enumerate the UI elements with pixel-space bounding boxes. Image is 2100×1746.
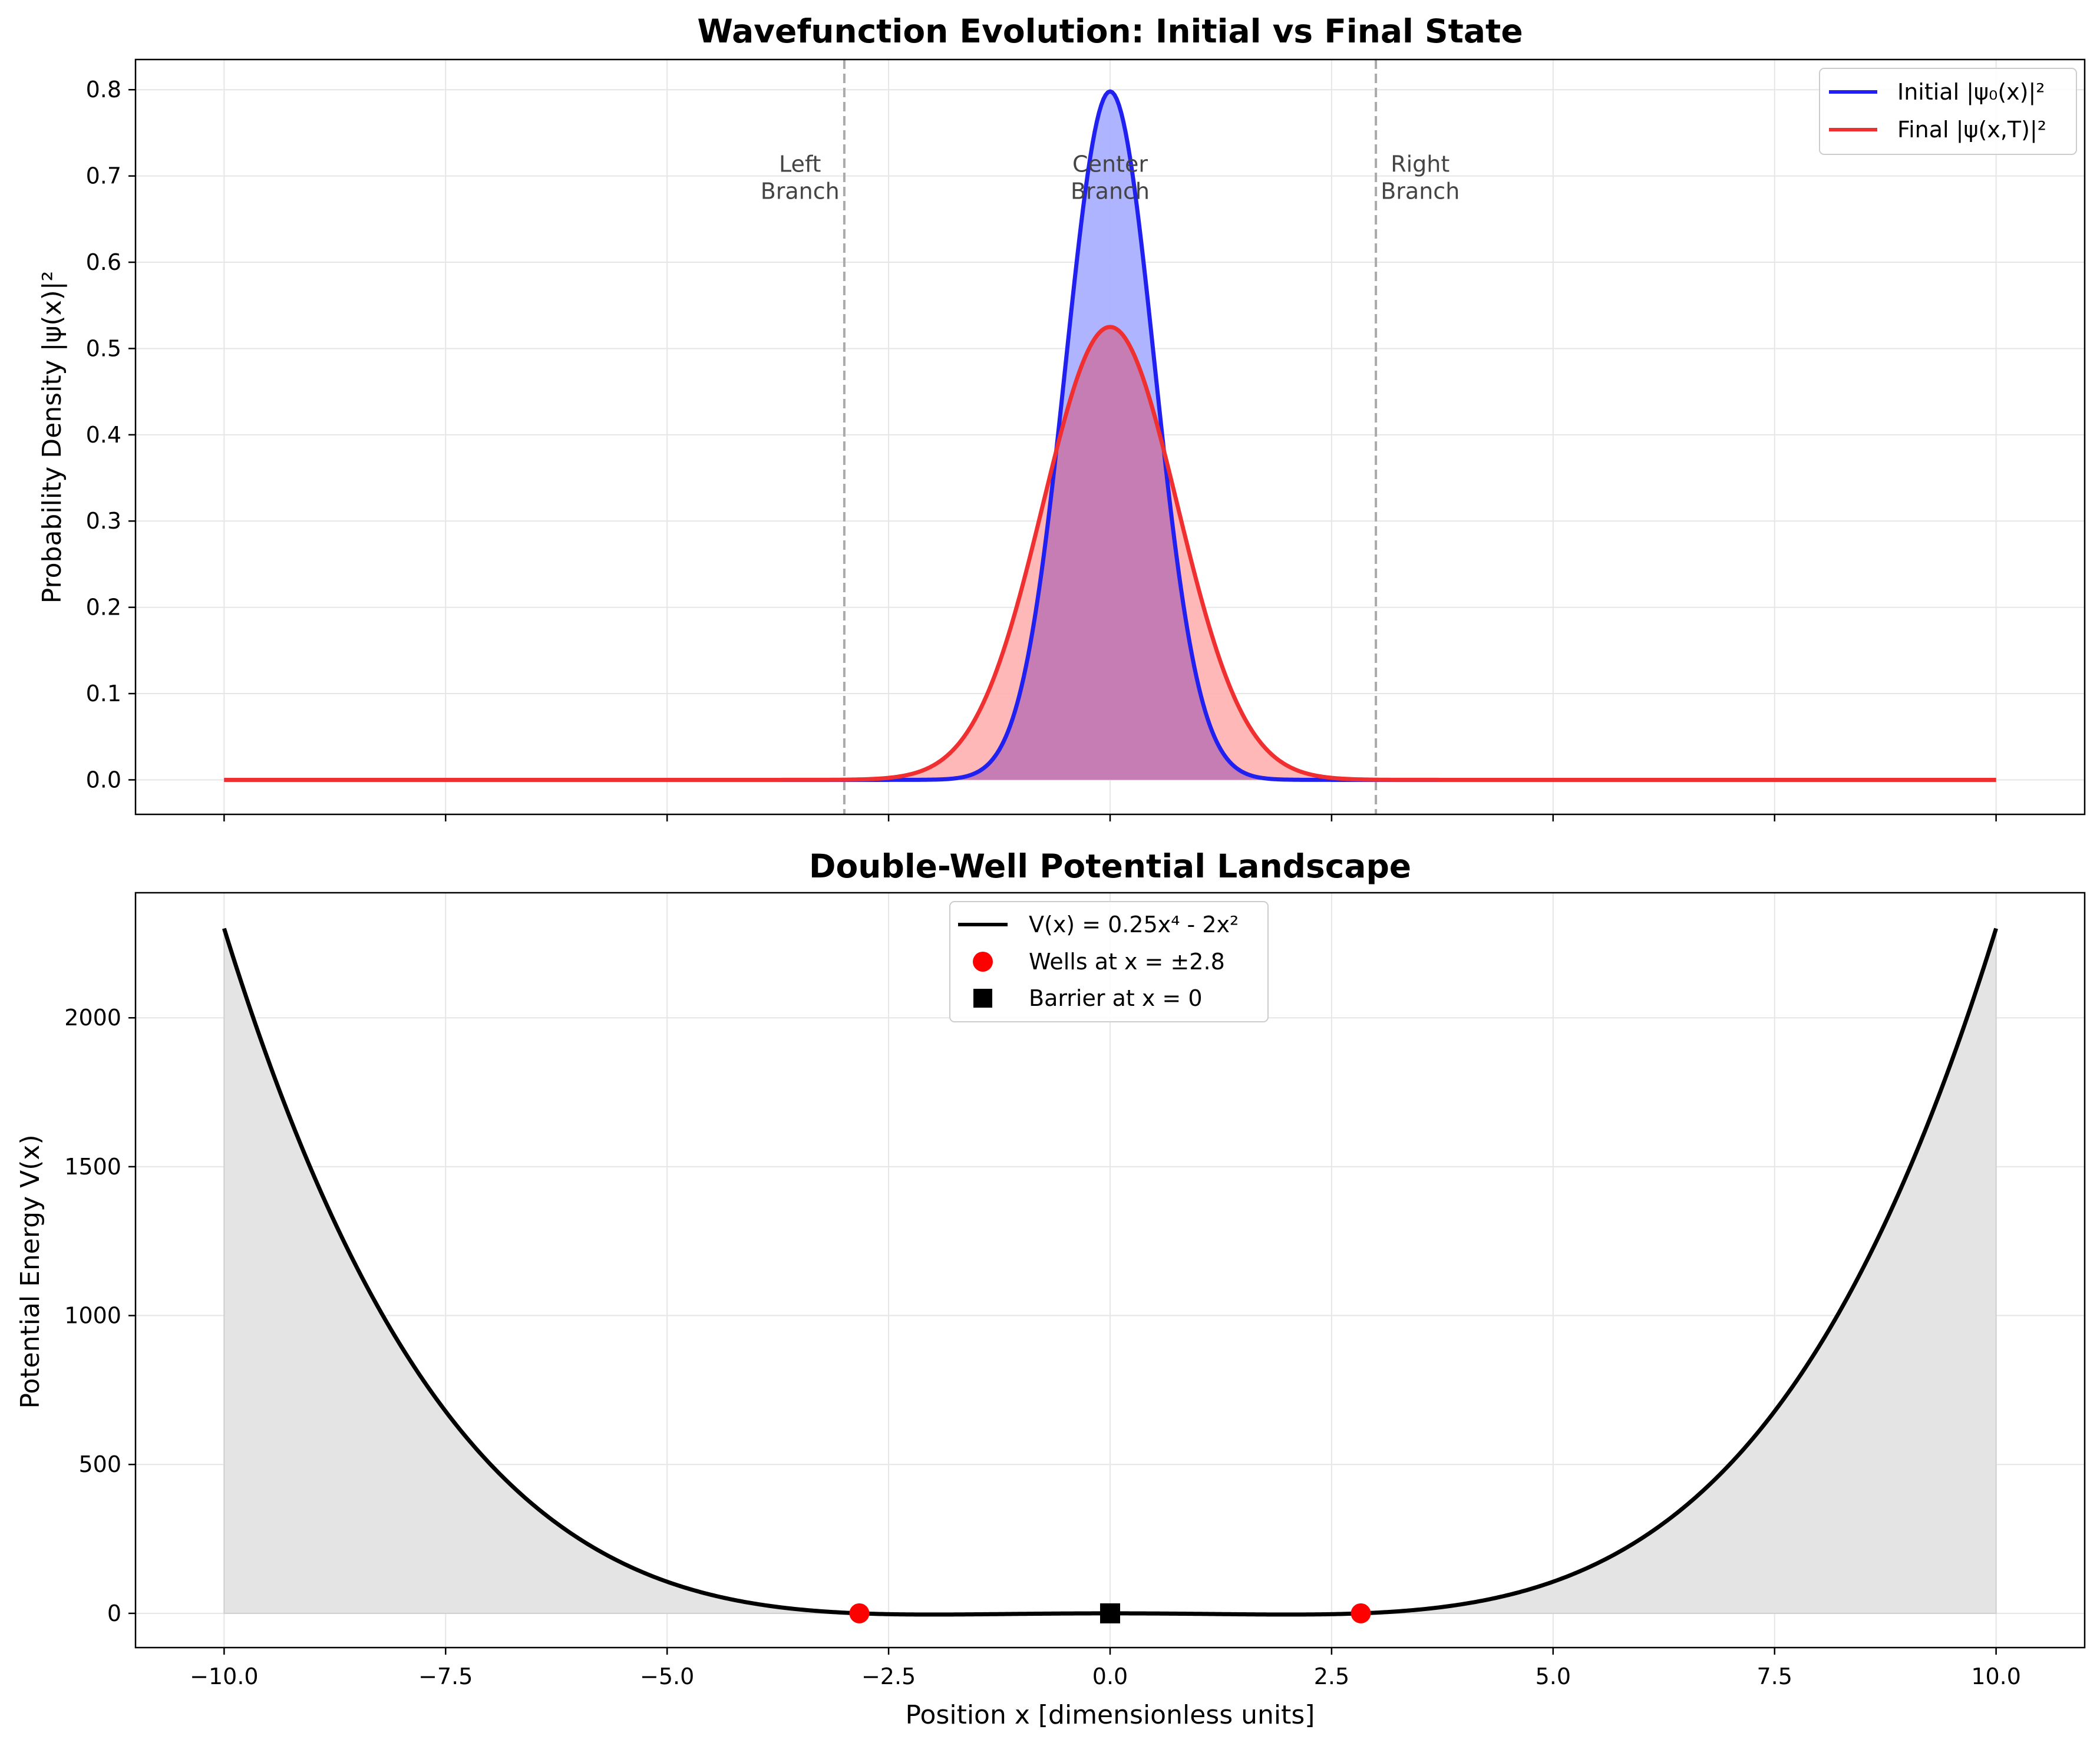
branch-labels: Left Branch Center Branch Right Branch [761, 151, 1460, 204]
x-tick-label: −2.5 [861, 1664, 916, 1689]
legend-barrier-swatch [973, 989, 992, 1008]
x-tick-label: −7.5 [418, 1664, 473, 1689]
potential-panel: Double-Well Potential Landscape 0 500 1000… [15, 847, 2086, 1730]
wavefunction-x-ticks [223, 814, 1997, 821]
y-tick-label: 0 [107, 1600, 121, 1626]
potential-markers [849, 1603, 1371, 1623]
wavefunction-y-ticks: 0.0 0.1 0.2 0.3 0.4 0.5 0.6 0.7 0.8 [86, 77, 136, 793]
potential-legend: V(x) = 0.25x⁴ - 2x² Wells at x = ±2.8 Ba… [949, 901, 1269, 1022]
x-tick-label: 7.5 [1757, 1664, 1792, 1689]
legend-final-label: Final |ψ(x,T)|² [1897, 117, 2046, 143]
wavefunction-y-label: Probability Density |ψ(x)|² [37, 271, 67, 604]
y-tick-label: 0.4 [86, 422, 121, 448]
wavefunction-lines [224, 89, 1996, 782]
potential-title: Double-Well Potential Landscape [809, 847, 1411, 885]
branch-lines [843, 60, 1378, 814]
potential-axes-frame [134, 892, 2086, 1649]
legend-wells-swatch [973, 952, 993, 972]
y-tick-label: 2000 [64, 1005, 121, 1031]
y-tick-label: 1000 [64, 1303, 121, 1329]
x-tick-label: 2.5 [1314, 1664, 1349, 1689]
x-tick-label: −5.0 [640, 1664, 694, 1689]
y-tick-label: 0.2 [86, 595, 121, 620]
left-branch-label-line2: Branch [761, 178, 840, 204]
potential-x-label: Position x [dimensionless units] [906, 1700, 1315, 1730]
left-branch-label-line1: Left [779, 151, 821, 177]
potential-y-ticks: 0 500 1000 1500 2000 [64, 1005, 136, 1626]
legend-initial-label: Initial |ψ₀(x)|² [1897, 79, 2045, 105]
right-branch-label-line2: Branch [1381, 178, 1460, 204]
y-tick-label: 0.5 [86, 335, 121, 361]
y-tick-label: 0.7 [86, 163, 121, 189]
x-tick-label: −10.0 [190, 1664, 258, 1689]
wavefunction-legend: Initial |ψ₀(x)|² Final |ψ(x,T)|² [1819, 68, 2077, 155]
x-tick-label: 10.0 [1971, 1664, 2021, 1689]
x-tick-label: 5.0 [1536, 1664, 1571, 1689]
y-tick-label: 1500 [64, 1154, 121, 1180]
potential-y-label: Potential Energy V(x) [15, 1134, 45, 1408]
well-marker [1351, 1603, 1371, 1623]
potential-legend-box [949, 901, 1269, 1022]
barrier-marker [1100, 1603, 1120, 1623]
y-tick-label: 0.1 [86, 681, 121, 707]
wavefunction-axes-frame [134, 58, 2086, 816]
y-tick-label: 500 [78, 1451, 121, 1477]
y-tick-label: 0.3 [86, 508, 121, 534]
series-line-1 [224, 325, 1996, 782]
wavefunction-title: Wavefunction Evolution: Initial vs Final… [697, 12, 1523, 50]
wavefunction-legend-box [1819, 68, 2077, 155]
wavefunction-fills [224, 91, 1996, 780]
y-tick-label: 0.8 [86, 77, 121, 103]
legend-barrier-label: Barrier at x = 0 [1029, 985, 1203, 1011]
potential-x-ticks: −10.0 −7.5 −5.0 −2.5 0.0 2.5 5.0 7.5 10.0 [190, 1648, 2021, 1689]
legend-wells-label: Wells at x = ±2.8 [1029, 949, 1225, 975]
x-tick-label: 0.0 [1092, 1664, 1128, 1689]
center-branch-label-line1: Center [1072, 151, 1148, 177]
y-tick-label: 0.6 [86, 249, 121, 275]
right-branch-label-line1: Right [1391, 151, 1449, 177]
center-branch-label-line2: Branch [1071, 178, 1150, 204]
y-tick-label: 0.0 [86, 767, 121, 793]
legend-potential-label: V(x) = 0.25x⁴ - 2x² [1029, 912, 1239, 938]
overlap-fill [224, 326, 1996, 780]
well-marker [849, 1603, 870, 1623]
wavefunction-panel: Wavefunction Evolution: Initial vs Final… [37, 12, 2086, 821]
